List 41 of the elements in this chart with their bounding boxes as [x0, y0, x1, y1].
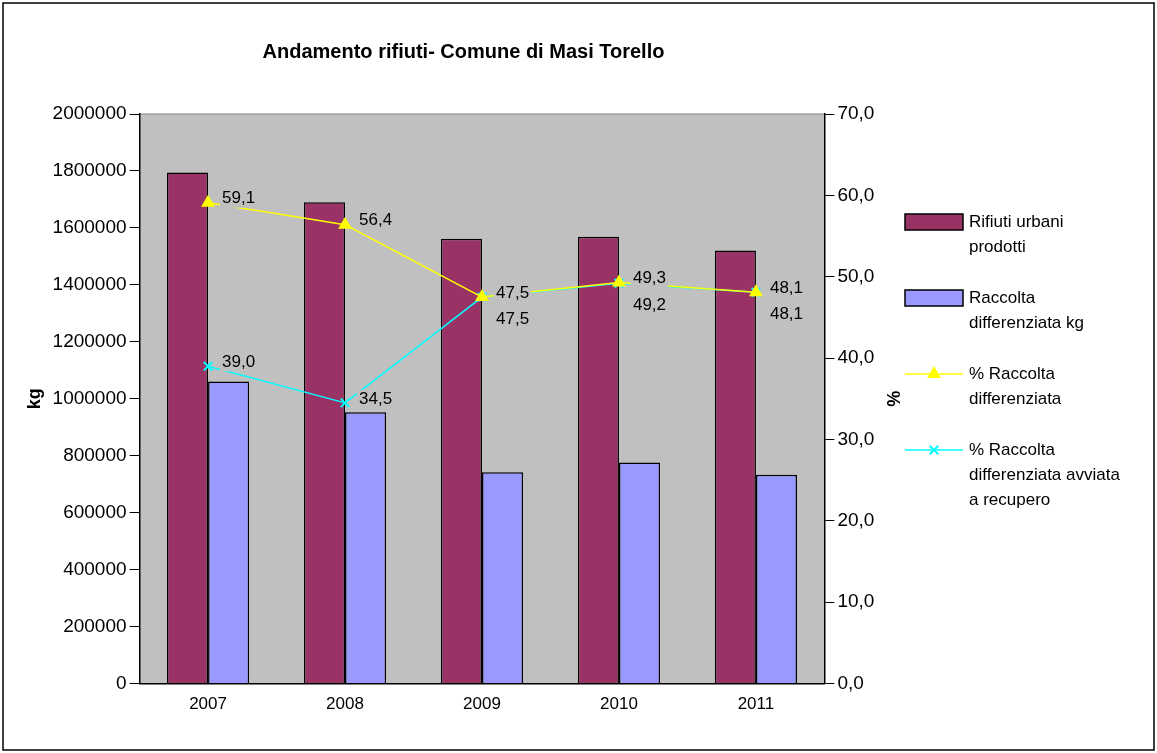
data-label: 49,3	[632, 268, 667, 288]
data-label: 49,2	[632, 294, 667, 314]
y2-tick-label: 70,0	[837, 102, 875, 124]
y-tick-label: 800000	[63, 443, 127, 465]
legend-label: Rifiuti urbani prodotti	[969, 211, 1064, 256]
y-tick-label: 1200000	[52, 330, 127, 352]
y2-tick-label: 10,0	[837, 590, 875, 612]
y2-tick-label: 50,0	[837, 264, 875, 286]
legend-label: % Raccolta differenziata	[969, 363, 1062, 408]
y2-tick-label: 60,0	[837, 183, 875, 205]
y-tick-label: 400000	[63, 557, 127, 579]
y-tick-label: 1000000	[52, 387, 127, 409]
x-tick-label: 2009	[463, 694, 501, 714]
data-label: 48,1	[769, 303, 804, 323]
data-label: 56,4	[359, 210, 393, 230]
y-tick-label: 0	[115, 671, 127, 693]
data-label: 34,5	[359, 388, 393, 408]
y2-axis-title: %	[883, 390, 904, 407]
y-tick-label: 600000	[63, 500, 127, 522]
data-label: 39,0	[222, 351, 256, 371]
y2-tick-label: 20,0	[837, 509, 875, 531]
x-tick-label: 2010	[600, 694, 638, 714]
y2-tick-label: 0,0	[837, 671, 864, 693]
data-label: 47,5	[495, 282, 530, 302]
y-tick-label: 1800000	[52, 159, 127, 181]
legend-label: Raccolta differenziata kg	[969, 287, 1084, 332]
data-label: 48,1	[769, 277, 804, 297]
y-tick-label: 200000	[63, 614, 127, 636]
x-tick-label: 2007	[189, 694, 227, 714]
x-tick-label: 2008	[326, 694, 364, 714]
y-axis-title: kg	[23, 388, 44, 410]
legend-label: % Raccolta differenziata avviata a recupero	[969, 439, 1121, 509]
chart-title: Andamento rifiuti- Comune di Masi Torello	[262, 39, 665, 62]
y2-tick-label: 30,0	[837, 427, 875, 449]
y-tick-label: 2000000	[52, 102, 127, 124]
y-tick-label: 1600000	[52, 216, 127, 238]
y2-tick-label: 40,0	[837, 346, 875, 368]
data-label: 47,5	[495, 308, 530, 328]
x-tick-label: 2011	[737, 694, 775, 714]
y-tick-label: 1400000	[52, 273, 127, 295]
data-label: 59,1	[222, 188, 256, 208]
